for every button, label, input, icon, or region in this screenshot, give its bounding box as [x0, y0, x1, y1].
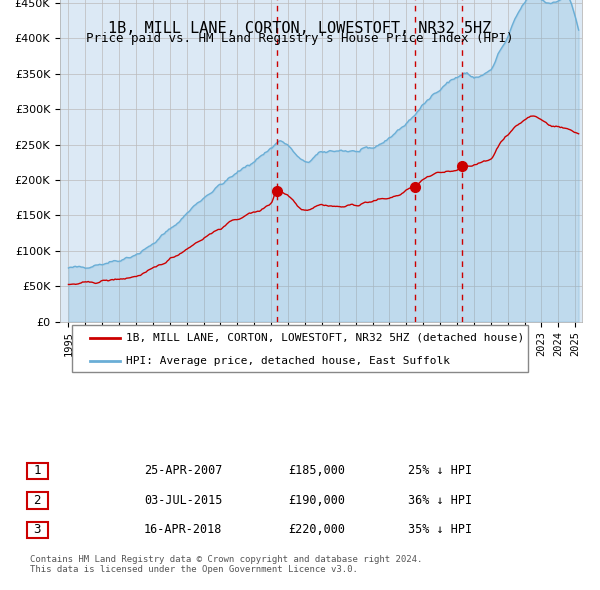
Text: 25% ↓ HPI: 25% ↓ HPI	[408, 464, 472, 477]
Text: Contains HM Land Registry data © Crown copyright and database right 2024.
This d: Contains HM Land Registry data © Crown c…	[30, 555, 422, 574]
Text: 36% ↓ HPI: 36% ↓ HPI	[408, 494, 472, 507]
Text: 16-APR-2018: 16-APR-2018	[144, 523, 223, 536]
Text: 25-APR-2007: 25-APR-2007	[144, 464, 223, 477]
Text: £220,000: £220,000	[288, 523, 345, 536]
Text: 35% ↓ HPI: 35% ↓ HPI	[408, 523, 472, 536]
Text: Price paid vs. HM Land Registry's House Price Index (HPI): Price paid vs. HM Land Registry's House …	[86, 32, 514, 45]
Text: 1B, MILL LANE, CORTON, LOWESTOFT, NR32 5HZ: 1B, MILL LANE, CORTON, LOWESTOFT, NR32 5…	[109, 21, 491, 35]
Text: 1: 1	[34, 464, 41, 477]
Text: 2: 2	[34, 494, 41, 507]
Text: £185,000: £185,000	[288, 464, 345, 477]
Text: HPI: Average price, detached house, East Suffolk: HPI: Average price, detached house, East…	[126, 356, 450, 366]
Text: £190,000: £190,000	[288, 494, 345, 507]
Text: 03-JUL-2015: 03-JUL-2015	[144, 494, 223, 507]
Text: 3: 3	[34, 523, 41, 536]
Text: 1B, MILL LANE, CORTON, LOWESTOFT, NR32 5HZ (detached house): 1B, MILL LANE, CORTON, LOWESTOFT, NR32 5…	[126, 333, 524, 343]
